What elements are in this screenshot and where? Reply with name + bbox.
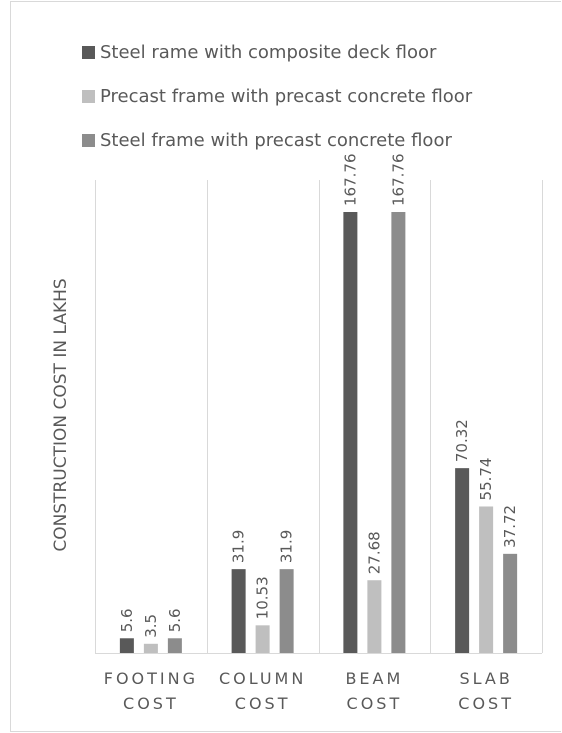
- bar: [119, 638, 134, 653]
- data-label: 167.76: [341, 154, 359, 207]
- bar: [343, 212, 358, 653]
- data-label: 5.6: [166, 608, 184, 632]
- x-tick-label: COLUMN COST: [218, 669, 307, 713]
- legend-item-series-2: Precast frame with precast concrete floo…: [82, 74, 472, 118]
- bar: [391, 212, 406, 653]
- legend-item-series-3: Steel frame with precast concrete floor: [82, 118, 472, 162]
- x-tick-label: BEAM COST: [345, 669, 404, 713]
- data-label: 3.5: [142, 614, 160, 638]
- bar: [455, 468, 470, 653]
- legend-swatch-series-3: [82, 133, 95, 147]
- bar: [503, 553, 518, 653]
- data-label: 10.53: [254, 576, 272, 619]
- data-label: 70.32: [453, 419, 471, 462]
- legend-swatch-series-2: [82, 89, 95, 103]
- legend-label-series-1: Steel rame with composite deck floor: [100, 41, 437, 63]
- x-tick-label: SLAB COST: [458, 669, 514, 713]
- legend-label-series-2: Precast frame with precast concrete floo…: [100, 85, 473, 107]
- legend-label-series-3: Steel frame with precast concrete floor: [100, 129, 452, 151]
- data-label: 31.9: [230, 530, 248, 563]
- data-label: 55.74: [477, 458, 495, 501]
- data-label: 31.9: [278, 530, 296, 563]
- bar: [143, 643, 158, 653]
- x-tick-label: FOOTING COST: [103, 669, 198, 713]
- bar: [255, 625, 270, 653]
- legend-swatch-series-1: [82, 45, 95, 59]
- bar: [279, 569, 294, 653]
- data-label: 27.68: [365, 531, 383, 574]
- bar: [231, 569, 246, 653]
- data-label: 167.76: [389, 154, 407, 207]
- data-label: 5.6: [118, 608, 136, 632]
- bar: [167, 638, 182, 653]
- legend-item-series-1: Steel rame with composite deck floor: [82, 30, 472, 74]
- bar: [367, 580, 382, 653]
- data-label: 37.72: [501, 505, 519, 548]
- bar: [479, 506, 494, 653]
- legend: Steel rame with composite deck floor Pre…: [82, 30, 472, 162]
